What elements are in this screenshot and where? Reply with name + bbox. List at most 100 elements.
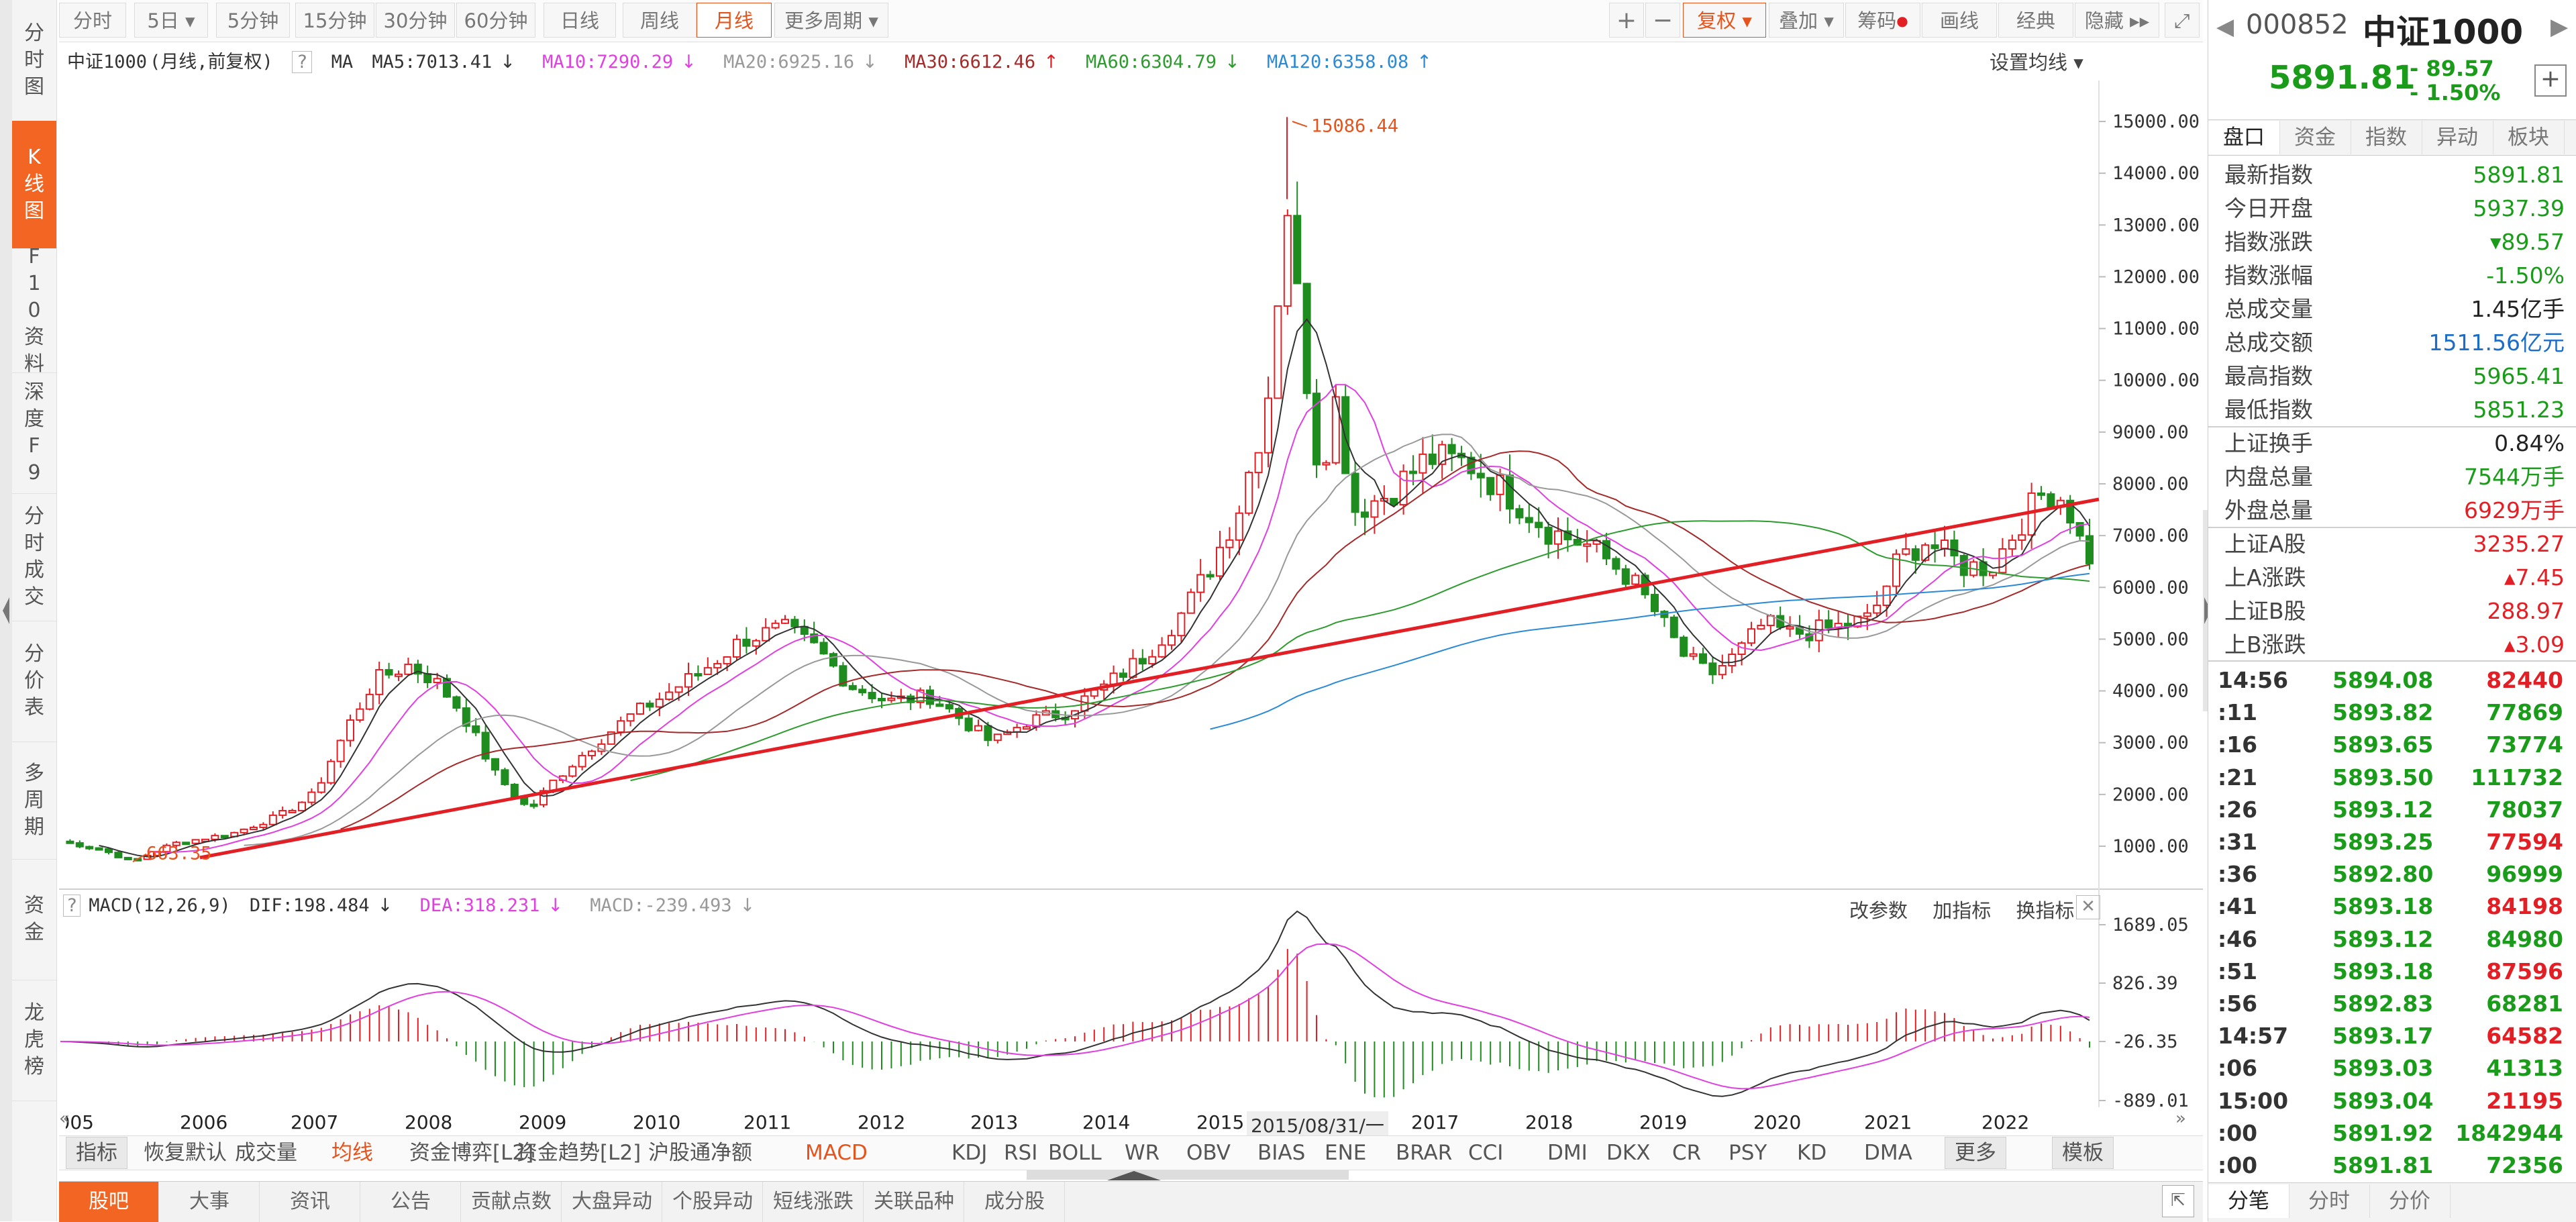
indicator-tab-24[interactable]: 模板	[2052, 1137, 2114, 1169]
left-tab-2[interactable]: F10资料	[12, 245, 56, 376]
indicator-tab-22[interactable]: DMA	[1864, 1141, 1912, 1165]
left-tab-7[interactable]: 资金	[12, 859, 56, 980]
indicator-tab-7[interactable]: MACD	[805, 1141, 868, 1165]
candle-body	[1157, 644, 1166, 658]
scrollbar-thumb-icon[interactable]	[1107, 1170, 1161, 1180]
period-tab-monthly[interactable]: 月线	[697, 3, 772, 38]
quote-tab-3[interactable]: 异动	[2422, 121, 2493, 154]
overlay-dropdown[interactable]: 叠加 ▾	[1769, 3, 1844, 38]
indicator-tab-3[interactable]: 均线	[331, 1141, 373, 1165]
kline-chart[interactable]: 15000.00 14000.00 13000.00 12000.00 11000.00…	[59, 81, 2203, 1107]
bottom-tab-2[interactable]: 资讯	[260, 1182, 360, 1222]
ma-settings-dropdown[interactable]: 设置均线 ▾	[1990, 51, 2083, 74]
horizontal-scrollbar[interactable]	[1027, 1170, 1349, 1180]
bottom-tab-4[interactable]: 贡献点数	[462, 1182, 562, 1222]
quote-tab-0[interactable]: 盘口	[2208, 121, 2280, 154]
bottom-tab-1[interactable]: 大事	[160, 1182, 260, 1222]
indicator-tab-21[interactable]: KD	[1797, 1141, 1827, 1165]
indicator-tab-2[interactable]: 成交量	[235, 1141, 297, 1165]
indicator-tab-4[interactable]: 资金博弈[L2]	[409, 1141, 534, 1165]
indicator-tab-19[interactable]: CR	[1672, 1141, 1702, 1165]
left-tab-5[interactable]: 分价表	[12, 621, 56, 742]
indicator-tab-5[interactable]: 资金趋势[L2]	[517, 1141, 641, 1165]
indicator-tab-15[interactable]: BRAR	[1396, 1141, 1453, 1165]
indicator-tab-9[interactable]: RSI	[1004, 1141, 1038, 1165]
period-tab-weekly[interactable]: 周线	[623, 3, 697, 38]
trade-tab-0[interactable]: 分笔	[2208, 1184, 2289, 1218]
candle-body	[935, 703, 944, 707]
indicator-tab-13[interactable]: BIAS	[1257, 1141, 1306, 1165]
classic-button[interactable]: 经典	[1998, 3, 2073, 38]
next-stock-icon[interactable]: ▶	[2551, 13, 2569, 40]
period-tab-60min[interactable]: 60分钟	[456, 3, 535, 38]
candle-body	[1834, 623, 1843, 629]
candle-body	[636, 703, 644, 715]
draw-line-button[interactable]: 画线	[1922, 3, 1997, 38]
indicator-tab-12[interactable]: OBV	[1186, 1141, 1231, 1165]
help-button[interactable]: ?	[292, 51, 313, 73]
period-tab-30min[interactable]: 30分钟	[376, 3, 455, 38]
quote-row-value: 7544万手	[2464, 464, 2565, 490]
adjust-rights-dropdown[interactable]: 复权 ▾	[1683, 3, 1766, 38]
bottom-tab-3[interactable]: 公告	[361, 1182, 461, 1222]
scroll-left-icon[interactable]: «	[59, 1109, 70, 1129]
candle-body	[384, 669, 393, 676]
macd-edit-params-button[interactable]: 改参数	[1849, 899, 1908, 922]
collapse-left-arrow-icon[interactable]	[0, 591, 12, 631]
left-tab-4[interactable]: 分时成交	[12, 493, 56, 621]
macd-add-indicator-button[interactable]: 加指标	[1933, 899, 1992, 922]
indicator-tab-0[interactable]: 指标	[66, 1137, 127, 1169]
trade-tab-2[interactable]: 分价	[2369, 1184, 2451, 1218]
price-tick-label: 14000.00	[2112, 163, 2200, 184]
popout-icon[interactable]: ⇱	[2162, 1185, 2194, 1217]
price-tick-label: 7000.00	[2112, 525, 2189, 546]
quote-tab-2[interactable]: 指数	[2351, 121, 2422, 154]
indicator-tab-1[interactable]: 恢复默认	[144, 1141, 227, 1165]
macd-help[interactable]: ?	[63, 895, 81, 917]
macd-close-icon[interactable]: ✕	[2076, 895, 2100, 919]
period-tab-intraday[interactable]: 分时	[59, 3, 126, 38]
left-tab-3[interactable]: 深度F9	[12, 372, 56, 494]
indicator-tab-23[interactable]: 更多	[1945, 1137, 2006, 1169]
trade-tab-1[interactable]: 分时	[2289, 1184, 2370, 1218]
scroll-right-icon[interactable]: »	[2175, 1109, 2186, 1129]
candle-body	[114, 852, 123, 858]
more-periods-dropdown[interactable]: 更多周期 ▾	[774, 3, 888, 38]
indicator-tab-8[interactable]: KDJ	[951, 1141, 988, 1165]
indicator-tab-10[interactable]: BOLL	[1048, 1141, 1102, 1165]
candle-body	[259, 823, 268, 828]
left-tab-8[interactable]: 龙虎榜	[12, 980, 56, 1101]
candle-body	[868, 692, 876, 699]
bottom-tab-0[interactable]: 股吧	[59, 1182, 159, 1222]
indicator-tab-18[interactable]: DKX	[1606, 1141, 1651, 1165]
left-tab-0[interactable]: 分时图	[12, 0, 56, 121]
indicator-tab-16[interactable]: CCI	[1468, 1141, 1504, 1165]
bottom-tab-8[interactable]: 关联品种	[864, 1182, 964, 1222]
trade-time: :51	[2218, 958, 2258, 984]
add-watchlist-icon[interactable]: +	[2534, 64, 2567, 97]
bottom-tab-5[interactable]: 大盘异动	[562, 1182, 662, 1222]
indicator-tab-14[interactable]: ENE	[1325, 1141, 1367, 1165]
indicator-tab-20[interactable]: PSY	[1729, 1141, 1767, 1165]
zoom-in-button[interactable]: +	[1609, 3, 1644, 38]
period-tab-15min[interactable]: 15分钟	[295, 3, 374, 38]
quote-tab-1[interactable]: 资金	[2279, 121, 2351, 154]
prev-stock-icon[interactable]: ◀	[2216, 13, 2234, 40]
period-tab-daily[interactable]: 日线	[544, 3, 616, 38]
left-tab-1[interactable]: K线图	[12, 121, 56, 249]
period-tab-5min[interactable]: 5分钟	[216, 3, 290, 38]
bottom-tab-9[interactable]: 成分股	[965, 1182, 1065, 1222]
fullscreen-icon[interactable]: ⤢	[2165, 3, 2200, 38]
indicator-tab-17[interactable]: DMI	[1547, 1141, 1588, 1165]
indicator-tab-6[interactable]: 沪股通净额	[648, 1141, 752, 1165]
period-tab-5day[interactable]: 5日 ▾	[134, 3, 208, 38]
macd-switch-indicator-button[interactable]: 换指标	[2016, 899, 2075, 922]
left-tab-6[interactable]: 多周期	[12, 742, 56, 860]
bottom-tab-6[interactable]: 个股异动	[663, 1182, 763, 1222]
hide-button[interactable]: 隐藏 ▸▸	[2075, 3, 2159, 38]
bottom-tab-7[interactable]: 短线涨跌	[764, 1182, 864, 1222]
zoom-out-button[interactable]: −	[1645, 3, 1680, 38]
indicator-tab-11[interactable]: WR	[1125, 1141, 1160, 1165]
chips-button[interactable]: 筹码●	[1845, 3, 1920, 38]
quote-tab-4[interactable]: 板块	[2493, 121, 2565, 154]
